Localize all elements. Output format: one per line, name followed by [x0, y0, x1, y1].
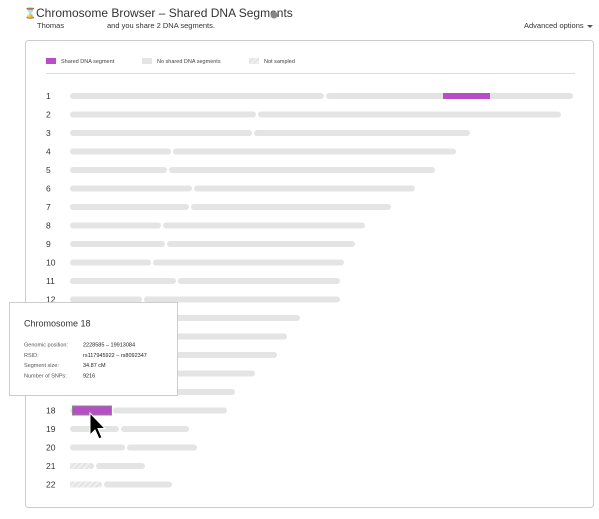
page-title: Chromosome Browser – Shared DNA Segments — [36, 6, 293, 20]
dropdown-arrow[interactable] — [587, 25, 593, 28]
chromosome-arm — [178, 278, 340, 284]
chromosome-label: 3 — [46, 128, 51, 138]
chromosome-arm — [70, 148, 171, 155]
chromosome-arm — [70, 111, 256, 118]
help-icon[interactable] — [270, 11, 278, 19]
chromosome-label: 8 — [46, 220, 51, 230]
icon: ⌛ — [24, 7, 36, 20]
legend-swatch — [142, 58, 152, 64]
legend-label: Shared DNA segment — [61, 59, 115, 65]
legend-swatch — [46, 58, 56, 64]
chromosome-arm — [191, 204, 391, 210]
tooltip-key: RSID: — [24, 353, 39, 359]
chromosome-label: 1 — [46, 91, 51, 101]
chromosome-arm — [113, 407, 227, 414]
not-sampled — [70, 481, 100, 488]
tooltip-value: 34.87 cM — [83, 363, 106, 369]
chromosome-label: 2 — [46, 109, 51, 119]
chromosome-arm — [70, 93, 324, 99]
shared-segment[interactable] — [443, 93, 490, 99]
chromosome-arm — [153, 259, 344, 266]
chromosome-arm — [173, 148, 456, 155]
tooltip — [9, 302, 178, 396]
chromosome-arm — [144, 296, 340, 303]
legend-label: Not sampled — [264, 59, 295, 65]
chromosome-arm — [70, 167, 167, 173]
chromosome-arm — [104, 481, 172, 488]
not-sampled — [70, 463, 90, 469]
chromosome-arm — [70, 241, 165, 247]
chromosome-arm — [127, 444, 197, 451]
tooltip-key: Genomic position: — [24, 342, 68, 348]
chromosome-label: 6 — [46, 183, 51, 193]
chromosome-arm — [169, 167, 435, 173]
chromosome-label: 5 — [46, 165, 51, 175]
card — [25, 40, 594, 508]
chromosome-arm — [167, 241, 355, 247]
chromosome-label: 11 — [46, 276, 55, 286]
tooltip-value: 9216 — [83, 373, 95, 379]
chromosome-arm — [258, 111, 561, 118]
chromosome-arm — [163, 222, 365, 229]
chromosome-arm — [96, 463, 145, 469]
chromosome-arm — [121, 426, 189, 432]
chromosome-arm — [70, 444, 125, 451]
cursor — [89, 411, 107, 440]
subtitle-name: Thomas — [37, 21, 64, 30]
shared-segment[interactable] — [72, 405, 112, 416]
subtitle-text: and you share 2 DNA segments. — [107, 21, 215, 30]
tooltip-title: Chromosome 18 — [24, 318, 91, 328]
chromosome-label: 19 — [46, 424, 56, 434]
chromosome-arm — [70, 185, 192, 192]
tooltip-value: 2228585 – 19913084 — [83, 342, 135, 348]
chromosome-arm — [194, 185, 415, 192]
chromosome-arm — [70, 130, 252, 136]
legend-swatch — [249, 58, 259, 64]
chromosome-arm — [70, 278, 176, 284]
chromosome-label: 18 — [46, 405, 56, 415]
tooltip-key: Segment size: — [24, 363, 59, 369]
chromosome-arm — [70, 204, 189, 210]
chromosome-arm — [70, 296, 142, 303]
chromosome-arm — [70, 259, 151, 266]
tooltip-key: Number of SNPs: — [24, 373, 67, 379]
chromosome-label: 22 — [46, 479, 56, 489]
chromosome-arm — [254, 130, 470, 136]
chromosome-label: 7 — [46, 202, 51, 212]
legend-label: No shared DNA segments — [157, 59, 221, 65]
tooltip-value: rs117945922 – rs8092347 — [83, 353, 147, 359]
advanced-options[interactable]: Advanced options — [524, 21, 584, 30]
chromosome-label: 21 — [46, 461, 56, 471]
chromosome-label: 20 — [46, 442, 56, 452]
chromosome-label: 4 — [46, 146, 51, 156]
chromosome-label: 9 — [46, 239, 51, 249]
chromosome-label: 10 — [46, 257, 56, 267]
chromosome-arm — [70, 222, 161, 229]
chromosome-label: 12 — [46, 294, 56, 304]
